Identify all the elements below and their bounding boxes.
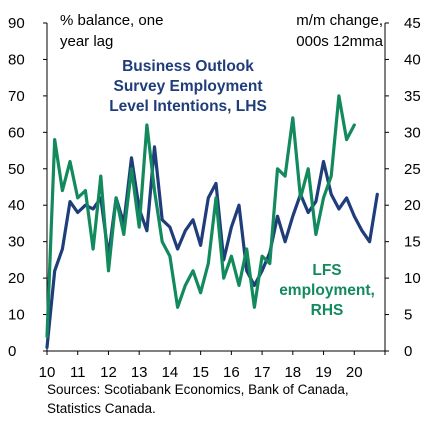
business-outlook-series-label: Survey Employment (113, 78, 262, 95)
x-tick-label: 14 (162, 364, 179, 378)
right-tick-label: 0 (404, 343, 412, 360)
x-tick-label: 17 (254, 364, 271, 378)
left-axis-ticks: 0 10 20 30 40 50 60 70 80 90 (8, 15, 48, 360)
left-tick-label: 30 (8, 234, 25, 251)
series-layer (45, 94, 379, 349)
right-tick-label: 20 (404, 197, 421, 214)
right-axis-label: 000s 12mma (296, 33, 383, 50)
lfs-employment-series-label: RHS (311, 302, 344, 319)
x-tick-label: 18 (284, 364, 301, 378)
left-tick-label: 50 (8, 161, 25, 178)
left-tick-label: 10 (8, 307, 25, 324)
x-tick-label: 11 (70, 364, 86, 378)
x-tick-label: 12 (100, 364, 117, 378)
right-tick-label: 35 (404, 88, 421, 105)
left-tick-label: 0 (8, 343, 16, 360)
labels-layer: % balance, one year lag m/m change, 000s 12… (60, 12, 384, 319)
x-tick-label: 20 (346, 364, 363, 378)
right-tick-label: 25 (404, 161, 421, 178)
left-tick-label: 80 (8, 51, 25, 68)
x-tick-label: 19 (315, 364, 332, 378)
right-tick-label: 5 (404, 307, 412, 324)
x-tick-label: 15 (192, 364, 209, 378)
right-tick-label: 40 (404, 51, 421, 68)
right-axis-label: m/m change, (296, 12, 383, 29)
lfs-employment-series-line (45, 94, 356, 338)
left-axis-label: year lag (60, 33, 113, 50)
source-note: Sources: Scotiabank Economics, Bank of C… (47, 382, 349, 416)
x-tick-label: 10 (39, 364, 56, 378)
right-axis-ticks: 0 5 10 15 20 25 30 35 40 45 (384, 15, 421, 360)
x-axis-ticks: 10 11 12 13 14 15 16 17 18 19 20 (39, 350, 386, 378)
x-tick-label: 16 (223, 364, 240, 378)
left-tick-label: 90 (8, 15, 25, 32)
left-tick-label: 70 (8, 88, 25, 105)
business-outlook-series-label: Business Outlook (122, 58, 254, 75)
x-tick-label: 13 (131, 364, 148, 378)
lfs-employment-series-label: employment, (279, 282, 375, 299)
chart: 0 10 20 30 40 50 60 70 80 90 0 5 10 15 20 25 30 35 40 45 1… (8, 12, 421, 378)
left-axis-label: % balance, one (60, 12, 163, 29)
lfs-employment-series-label: LFS (312, 262, 341, 279)
right-tick-label: 45 (404, 15, 421, 32)
right-tick-label: 15 (404, 234, 421, 251)
right-tick-label: 10 (404, 270, 421, 287)
left-tick-label: 20 (8, 270, 25, 287)
left-tick-label: 40 (8, 197, 25, 214)
left-tick-label: 60 (8, 124, 25, 141)
business-outlook-series-label: Level Intentions, LHS (109, 98, 267, 115)
right-tick-label: 30 (404, 124, 421, 141)
